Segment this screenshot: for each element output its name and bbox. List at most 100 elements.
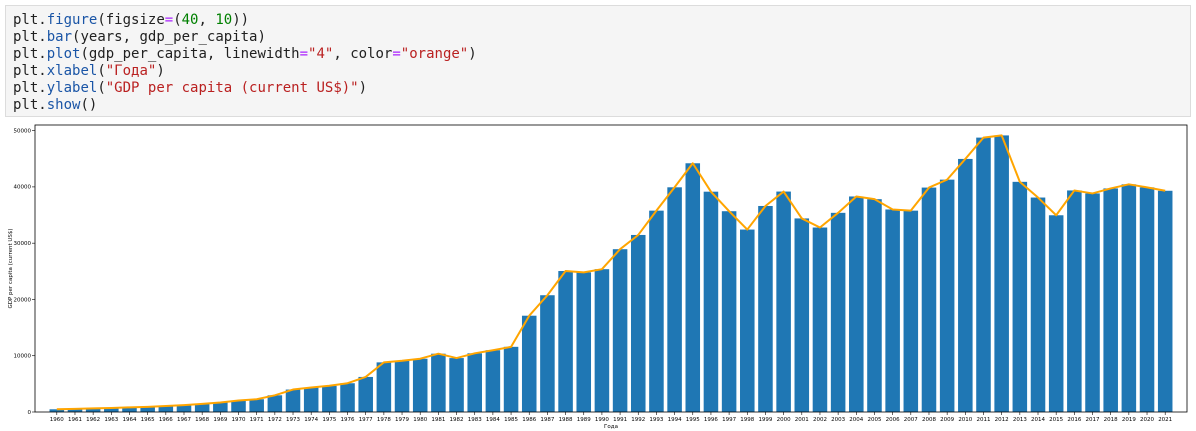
code-token: , color — [333, 46, 393, 62]
x-tick-label: 1968 — [195, 417, 209, 423]
bar-1985 — [503, 346, 519, 412]
code-token: "4" — [308, 46, 334, 62]
x-tick-label: 1981 — [431, 417, 445, 423]
code-token: )) — [232, 12, 250, 28]
code-token: ) — [156, 63, 165, 79]
x-tick-label: 1998 — [740, 417, 754, 423]
bar-2018 — [1103, 188, 1118, 412]
bar-1995 — [685, 163, 701, 412]
code-token: show — [46, 97, 81, 113]
x-tick-label: 1979 — [395, 417, 409, 423]
code-line: plt.ylabel("GDP per capita (current US$)… — [13, 80, 1190, 97]
bar-1964 — [122, 407, 137, 412]
bar-1975 — [322, 385, 337, 412]
bar-2009 — [939, 179, 955, 412]
x-tick-label: 1970 — [232, 417, 246, 423]
bar-2001 — [794, 218, 810, 412]
x-tick-label: 2014 — [1031, 417, 1045, 423]
x-tick-label: 2003 — [831, 417, 845, 423]
x-tick-label: 1976 — [341, 417, 355, 423]
y-tick-label: 0 — [28, 410, 32, 416]
x-tick-label: 1987 — [540, 417, 554, 423]
code-token: plt — [13, 46, 39, 62]
code-token: , — [198, 12, 216, 28]
y-axis-label: GDP per capita (current US$) — [8, 228, 14, 308]
code-token: (gdp_per_capita, linewidth — [80, 46, 300, 62]
x-tick-label: 1963 — [104, 417, 118, 423]
bar-1962 — [85, 408, 101, 412]
x-tick-label: 2016 — [1067, 417, 1081, 423]
code-token: . — [38, 46, 47, 62]
code-token: ) — [468, 46, 477, 62]
x-tick-label: 1971 — [250, 417, 264, 423]
code-token: ylabel — [46, 80, 98, 96]
bar-1979 — [394, 360, 410, 412]
x-tick-label: 1995 — [686, 417, 700, 423]
code-token: . — [38, 29, 47, 45]
x-tick-label: 2006 — [886, 417, 900, 423]
x-tick-label: 2002 — [813, 417, 827, 423]
bar-1968 — [194, 403, 210, 412]
x-tick-label: 1961 — [68, 417, 82, 423]
bar-2010 — [958, 158, 973, 412]
x-tick-label: 2013 — [1013, 417, 1027, 423]
bar-1999 — [758, 205, 773, 412]
bar-2011 — [976, 137, 991, 413]
x-tick-label: 1991 — [613, 417, 627, 423]
code-token: plot — [46, 46, 81, 62]
code-token: plt — [13, 63, 39, 79]
code-line: plt.xlabel("Года") — [13, 63, 1190, 80]
x-tick-label: 1990 — [595, 417, 609, 423]
x-tick-label: 1993 — [649, 417, 663, 423]
x-tick-label: 1974 — [304, 417, 318, 423]
bar-1974 — [303, 387, 319, 412]
bars-group — [49, 135, 1173, 413]
x-tick-label: 1966 — [159, 417, 173, 423]
code-token: 40 — [181, 12, 199, 28]
x-tick-label: 1965 — [141, 417, 155, 423]
code-token: (years, gdp_per_capita) — [72, 29, 266, 45]
bar-1967 — [176, 405, 192, 412]
bar-1982 — [449, 358, 464, 412]
bar-1969 — [213, 402, 228, 412]
bar-1998 — [740, 229, 755, 412]
bar-2020 — [1139, 187, 1155, 412]
x-tick-label: 1962 — [86, 417, 100, 423]
bar-1986 — [521, 315, 537, 412]
code-token: "GDP per capita (current US$)" — [105, 80, 359, 96]
code-line: plt.plot(gdp_per_capita, linewidth="4", … — [13, 46, 1190, 63]
x-tick-label: 2021 — [1158, 417, 1172, 423]
bar-2017 — [1085, 193, 1100, 412]
bar-1984 — [485, 350, 501, 412]
code-token: ) — [358, 80, 368, 96]
bar-2006 — [885, 209, 900, 412]
code-token: . — [38, 63, 47, 79]
x-tick-label: 2005 — [867, 417, 881, 423]
plot-frame — [34, 124, 1188, 413]
x-tick-label: 1989 — [577, 417, 591, 423]
code-line: plt.figure(figsize=(40, 10)) — [13, 12, 1190, 29]
code-token: . — [38, 12, 47, 28]
x-tick-label: 1992 — [631, 417, 645, 423]
bar-2007 — [903, 210, 919, 412]
bar-2004 — [849, 196, 864, 412]
bar-1993 — [649, 210, 664, 412]
code-token: figure — [46, 12, 98, 28]
bar-1972 — [267, 395, 283, 412]
x-tick-label: 2015 — [1049, 417, 1063, 423]
x-tick-label: 1994 — [668, 417, 682, 423]
x-tick-label: 1967 — [177, 417, 191, 423]
code-cell[interactable]: plt.figure(figsize=(40, 10)) plt.bar(year… — [5, 5, 1191, 117]
x-tick-label: 2007 — [904, 417, 918, 423]
bar-1980 — [412, 358, 428, 412]
bar-2014 — [1030, 197, 1046, 412]
bar-2021 — [1157, 190, 1173, 412]
bar-1992 — [630, 234, 646, 412]
x-tick-label: 2019 — [1122, 417, 1136, 423]
code-line: plt.bar(years, gdp_per_capita) — [13, 29, 1190, 46]
bar-1989 — [576, 272, 592, 412]
bar-2015 — [1048, 215, 1064, 412]
code-token: ( — [97, 80, 106, 96]
bar-1978 — [376, 362, 392, 412]
